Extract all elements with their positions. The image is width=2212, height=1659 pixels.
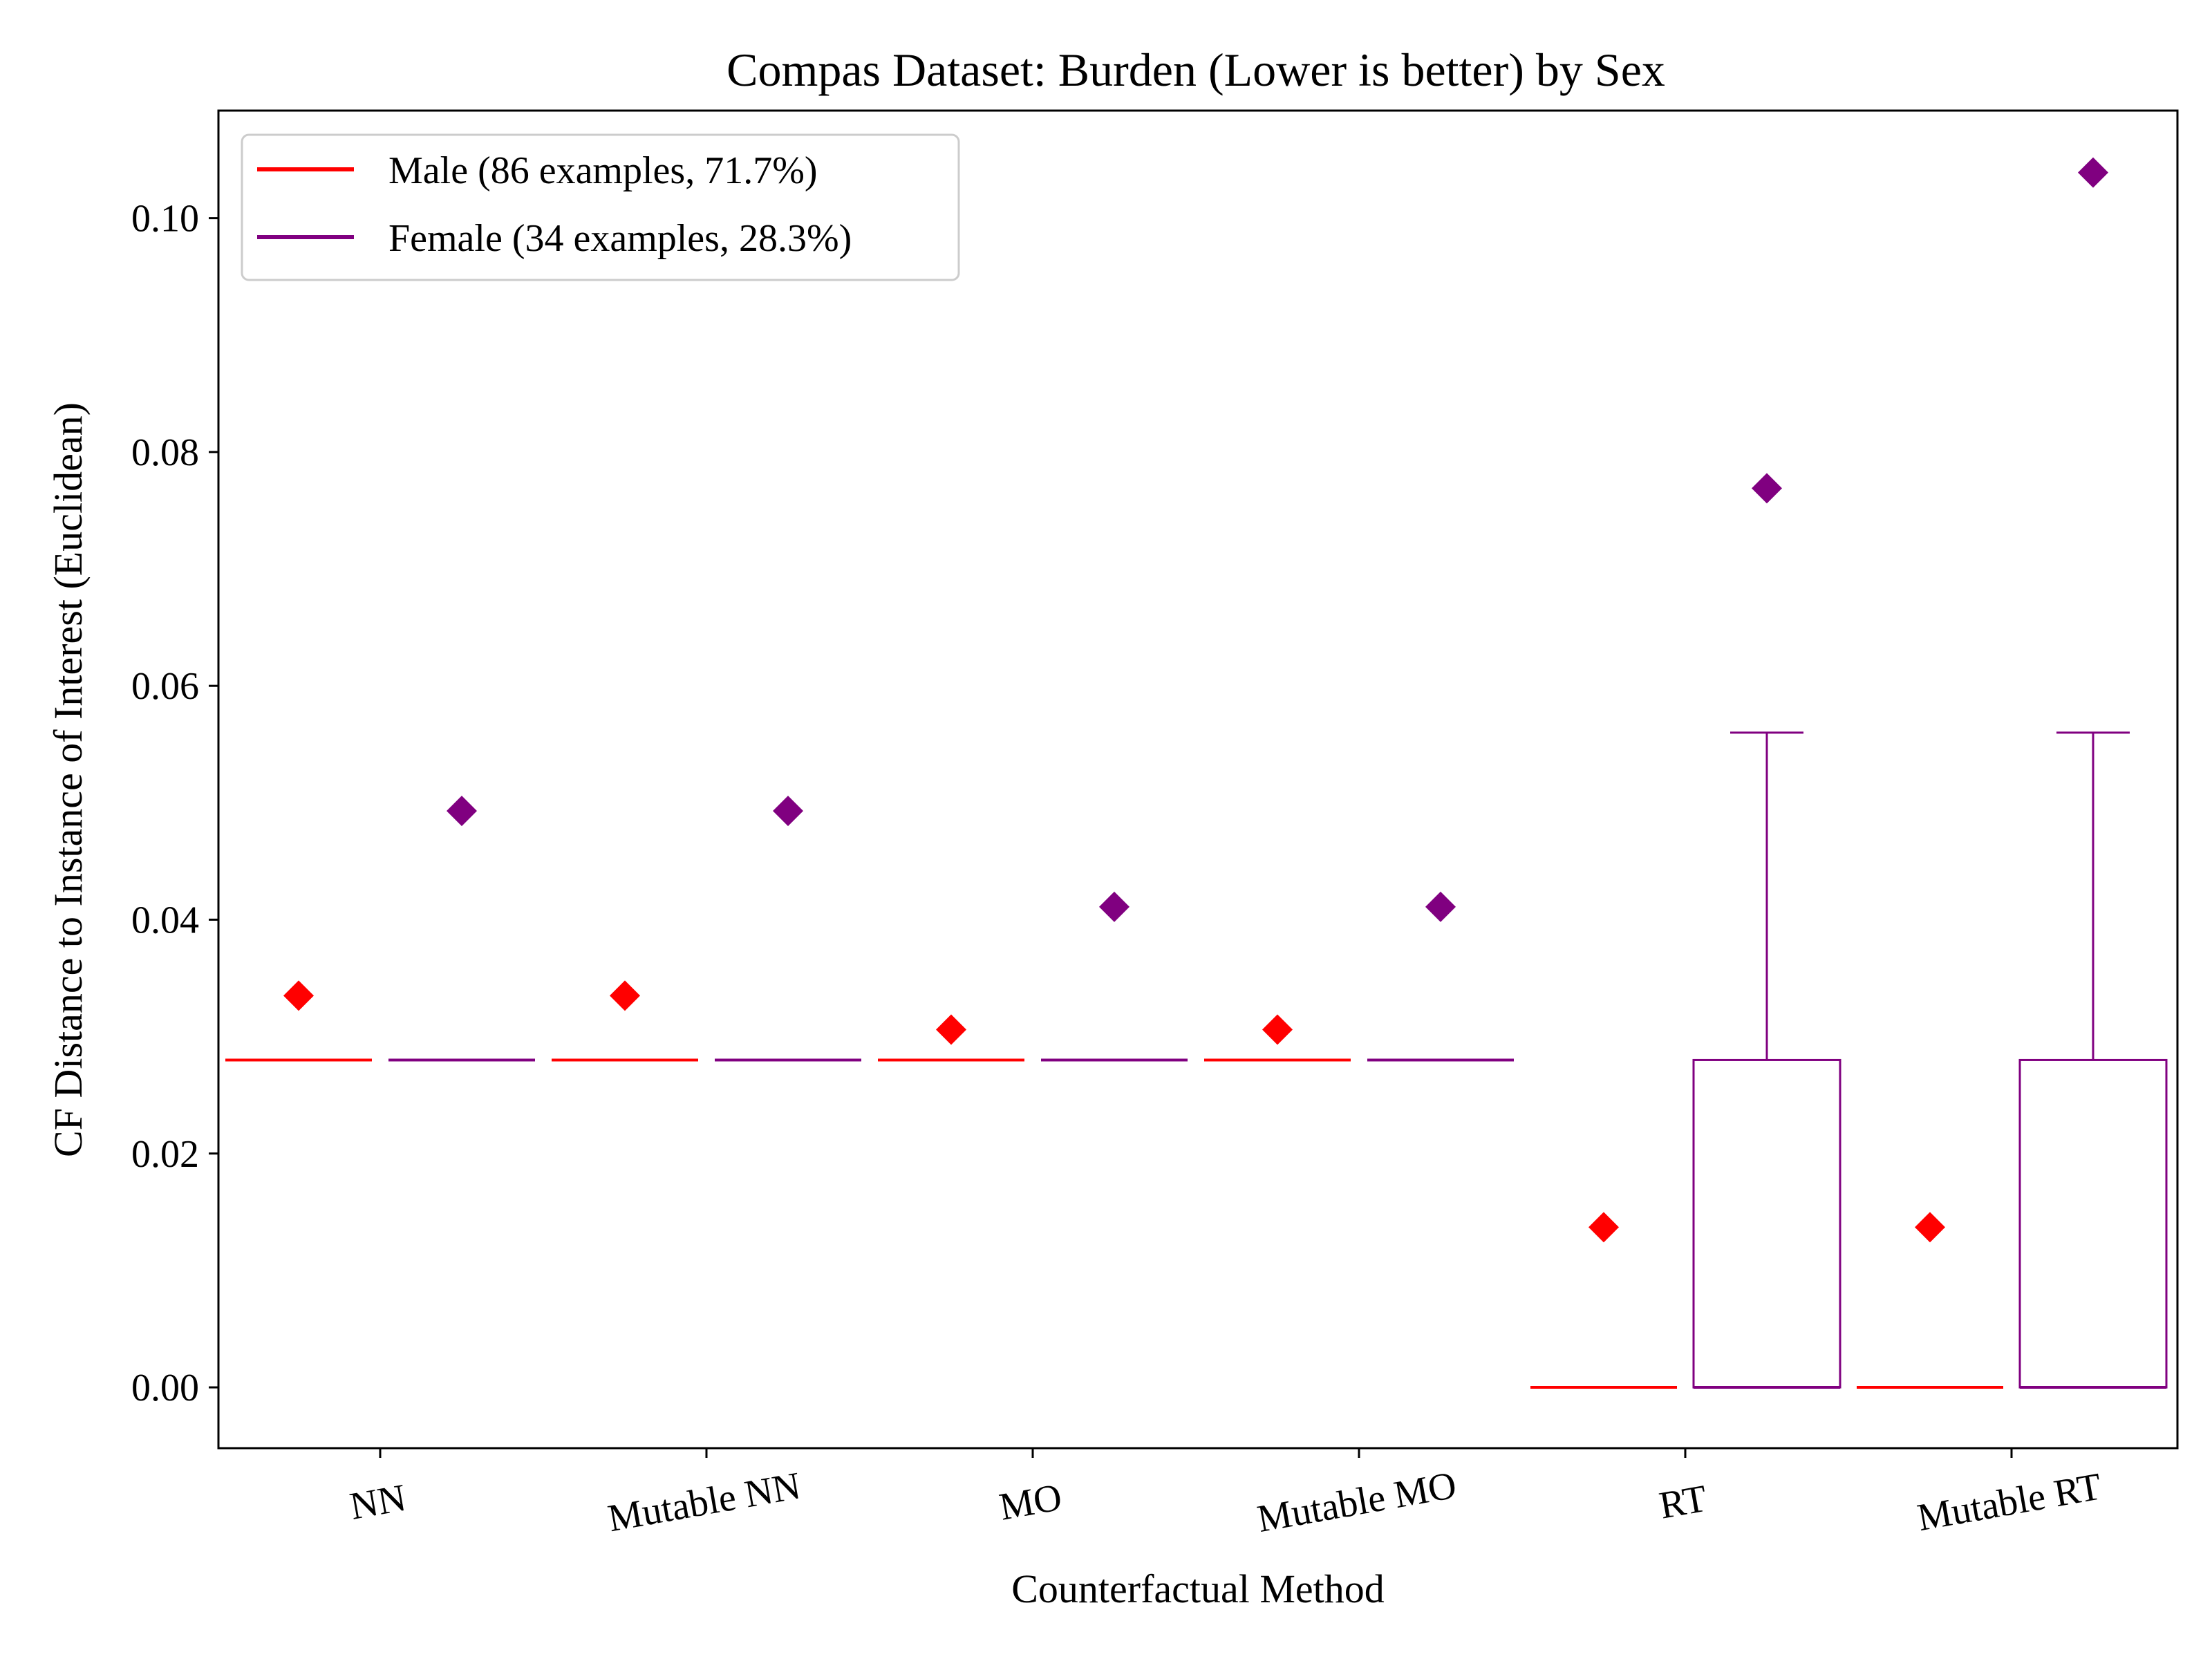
chart-title: Compas Dataset: Burden (Lower is better)…: [727, 44, 1665, 96]
box-0-2: [878, 1014, 1024, 1062]
legend-label-female: Female (34 examples, 28.3%): [388, 217, 852, 260]
box-0-4: [1530, 1212, 1677, 1389]
box-1-1: [715, 796, 861, 1062]
y-tick-label: 0.02: [131, 1133, 199, 1176]
y-axis-label: CF Distance to Instance of Interest (Euc…: [46, 402, 91, 1157]
box-0-1: [552, 980, 698, 1062]
mean-marker: [447, 796, 477, 827]
series-female: [388, 157, 2168, 1389]
plot-frame: [217, 109, 2179, 1450]
x-axis-label: Counterfactual Method: [1011, 1566, 1385, 1611]
box-1-3: [1367, 891, 1514, 1062]
box-0-3: [1204, 1014, 1351, 1062]
box-body: [2018, 1058, 2168, 1389]
x-tick-label: RT: [1656, 1477, 1710, 1528]
mean-marker: [2078, 157, 2108, 188]
box-1-0: [388, 796, 535, 1062]
box-body: [1692, 1058, 1841, 1389]
mean-marker: [773, 796, 803, 827]
box-1-5: [2018, 157, 2168, 1389]
legend: Male (86 examples, 71.7%) Female (34 exa…: [241, 133, 960, 281]
x-tick-label: Mutable MO: [1254, 1463, 1459, 1541]
box-1-2: [1041, 891, 1188, 1062]
mean-marker: [1425, 891, 1456, 922]
series-male: [225, 980, 2003, 1389]
box-1-4: [1692, 473, 1841, 1389]
x-axis: NN Mutable NN MO Mutable MO RT Mutable RT: [347, 1448, 2105, 1541]
mean-marker: [1262, 1014, 1293, 1045]
y-tick-label: 0.04: [131, 899, 199, 941]
x-tick-label: Mutable NN: [605, 1464, 804, 1540]
y-tick-label: 0.06: [131, 665, 199, 708]
x-tick-label: MO: [996, 1476, 1065, 1529]
mean-marker: [1099, 891, 1130, 922]
mean-marker: [610, 980, 640, 1011]
y-tick-label: 0.08: [131, 431, 199, 474]
x-tick-label: NN: [347, 1477, 409, 1528]
mean-marker: [1588, 1212, 1619, 1243]
x-tick-label: Mutable RT: [1914, 1465, 2105, 1539]
mean-marker: [283, 980, 314, 1011]
mean-marker: [1915, 1212, 1945, 1243]
y-tick-label: 0.10: [131, 198, 199, 241]
legend-label-male: Male (86 examples, 71.7%): [388, 149, 817, 192]
mean-marker: [936, 1014, 966, 1045]
plot-marks: [225, 157, 2168, 1389]
y-tick-label: 0.00: [131, 1367, 199, 1409]
box-0-5: [1857, 1212, 2003, 1389]
mean-marker: [1752, 473, 1782, 504]
box-0-0: [225, 980, 372, 1062]
y-axis: 0.00 0.02 0.04 0.06 0.08 0.10: [131, 198, 218, 1409]
legend-frame: [241, 133, 960, 281]
